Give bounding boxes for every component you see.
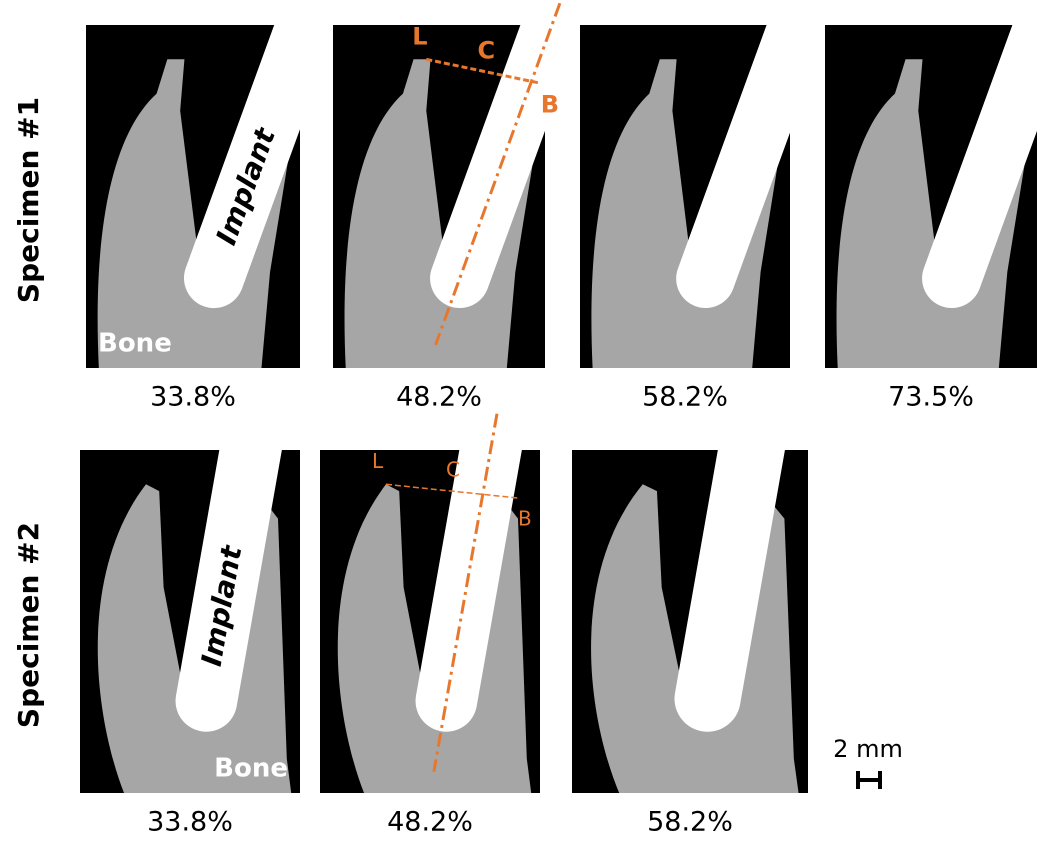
panel: [825, 25, 1037, 368]
implant-group: [430, 25, 545, 309]
implant: [184, 25, 300, 309]
bone-label: Bone: [214, 754, 288, 784]
marker-label: B: [518, 507, 532, 531]
bone: [344, 59, 543, 368]
axis-group: [434, 2, 562, 346]
bone: [97, 59, 298, 368]
marker-label: C: [478, 36, 496, 64]
panel-content: [591, 450, 808, 793]
bone: [591, 484, 799, 793]
implant-group: [922, 25, 1037, 309]
bone: [591, 59, 788, 368]
implant-group: Implant: [175, 450, 300, 732]
panel-content: [337, 450, 540, 793]
panel-caption: 48.2%: [396, 382, 482, 413]
implant: [430, 25, 545, 309]
marker-label: B: [541, 90, 559, 118]
implant: [674, 450, 808, 732]
scale-bar-label: 2 mm: [833, 735, 903, 763]
row-label: Specimen #2: [12, 522, 45, 728]
bone: [836, 59, 1035, 368]
implant: [415, 450, 540, 732]
panel: L C B: [320, 413, 540, 793]
panel-content: [591, 25, 790, 368]
marker-label: L: [372, 449, 384, 473]
panel: L C B: [333, 2, 562, 368]
panel-content: [836, 25, 1037, 368]
bone-level-line: [425, 57, 542, 85]
implant: [922, 25, 1037, 309]
panel-caption: 58.2%: [647, 807, 733, 838]
bone-level-line: [385, 483, 519, 499]
annotation: L C B: [372, 413, 532, 773]
scale-bar: [856, 771, 882, 789]
implant-group: [415, 450, 540, 732]
bone-label: Bone: [98, 329, 172, 359]
implant-group: [674, 450, 808, 732]
panel-caption: 58.2%: [642, 382, 728, 413]
panel-caption: 73.5%: [888, 382, 974, 413]
implant-axis: [434, 2, 562, 346]
panel-content: [344, 25, 545, 368]
panel-content: Implant: [97, 450, 300, 793]
panel-content: Implant: [97, 25, 300, 368]
implant-group: [676, 25, 790, 309]
bone: [97, 484, 292, 793]
panel: Implant Bone: [80, 450, 300, 793]
panel: [572, 450, 808, 793]
marker-label: C: [446, 458, 460, 482]
panel: [580, 25, 790, 368]
bone: [337, 484, 532, 793]
panel-caption: 48.2%: [387, 807, 473, 838]
implant-axis: [432, 413, 499, 773]
row-label: Specimen #1: [12, 97, 45, 303]
implant: [676, 25, 790, 309]
axis-group: [432, 413, 499, 773]
panel-caption: 33.8%: [147, 807, 233, 838]
marker-label: L: [412, 22, 427, 50]
annotation: L C B: [412, 2, 562, 346]
panel-caption: 33.8%: [150, 382, 236, 413]
implant: [175, 450, 300, 732]
